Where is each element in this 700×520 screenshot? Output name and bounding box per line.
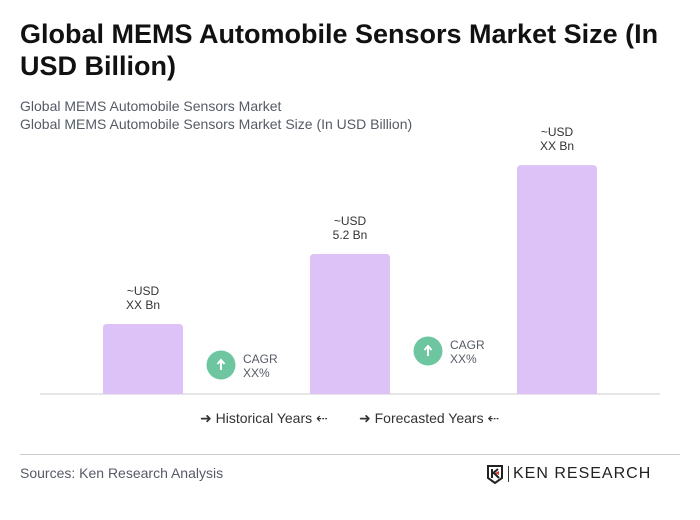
data-label: XX Bn: [540, 139, 574, 153]
bar: [103, 324, 183, 394]
legend-historical: ➜ Historical Years ⇠: [200, 410, 328, 426]
legend-forecasted: ➜ Forecasted Years ⇠: [359, 410, 500, 426]
data-label: 5.2 Bn: [333, 228, 368, 242]
ken-research-logo: KEN RESEARCH: [486, 464, 651, 484]
cagr-label: CAGR: [450, 338, 485, 352]
divider: [20, 454, 680, 455]
arrow-up-icon: [423, 344, 433, 356]
cagr-value: XX%: [243, 366, 270, 380]
legend-historical-label: Historical Years: [215, 410, 313, 426]
bar: [310, 254, 390, 394]
cagr-label: CAGR: [243, 352, 278, 366]
chart-subtitle: Global MEMS Automobile Sensors Market: [20, 98, 282, 114]
logo-text: KEN RESEARCH: [513, 465, 652, 482]
data-label: ~USD: [334, 214, 367, 228]
data-label: XX Bn: [126, 298, 160, 312]
data-label: ~USD: [541, 125, 574, 139]
sources: Sources: Ken Research Analysis: [20, 465, 224, 481]
cagr-value: XX%: [450, 352, 477, 366]
arrow-up-icon: [216, 358, 226, 370]
page-title: Global MEMS Automobile Sensors Market Si…: [20, 19, 659, 81]
chart-subtitle-2: Global MEMS Automobile Sensors Market Si…: [20, 116, 413, 132]
data-label: ~USD: [127, 284, 160, 298]
legend-forecasted-label: Forecasted Years: [374, 410, 484, 426]
logo-mark-icon: [487, 465, 503, 484]
bar: [517, 165, 597, 394]
